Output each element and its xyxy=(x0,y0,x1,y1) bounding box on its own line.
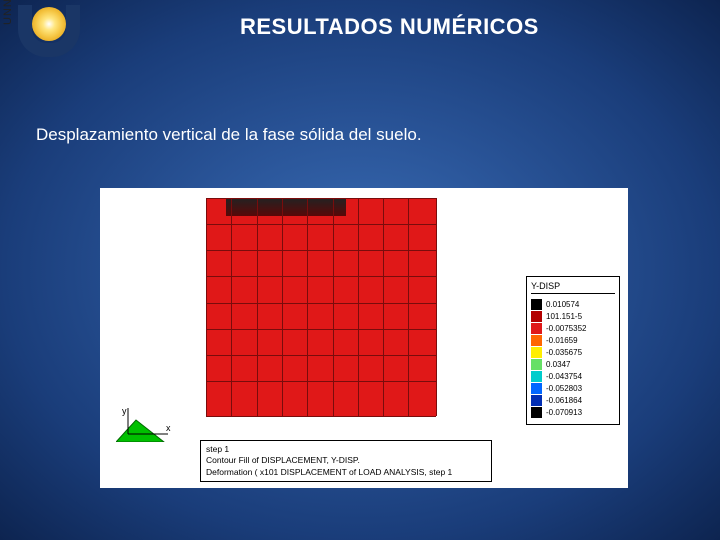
legend-row: -0.01659 xyxy=(531,334,615,346)
legend-swatch xyxy=(531,383,542,394)
grid-line-horizontal xyxy=(206,198,436,199)
legend-value: 0.010574 xyxy=(546,300,579,309)
legend-value: 101.151-5 xyxy=(546,312,582,321)
legend-value: -0.043754 xyxy=(546,372,582,381)
grid-line-horizontal xyxy=(206,224,436,225)
axis-triad: y x xyxy=(116,404,178,442)
grid-line-vertical xyxy=(231,198,232,416)
legend-row: -0.043754 xyxy=(531,370,615,382)
grid-line-vertical xyxy=(333,198,334,416)
legend-row: -0.035675 xyxy=(531,346,615,358)
grid-line-horizontal xyxy=(206,276,436,277)
grid-line-vertical xyxy=(257,198,258,416)
grid-line-vertical xyxy=(436,198,437,416)
page-subtitle: Desplazamiento vertical de la fase sólid… xyxy=(36,125,422,145)
grid-line-vertical xyxy=(206,198,207,416)
grid-line-horizontal xyxy=(206,250,436,251)
grid-line-vertical xyxy=(358,198,359,416)
legend-row: -0.052803 xyxy=(531,382,615,394)
legend-value: -0.061864 xyxy=(546,396,582,405)
legend-value: -0.035675 xyxy=(546,348,582,357)
legend-swatch xyxy=(531,299,542,310)
legend-swatch xyxy=(531,323,542,334)
legend-swatch xyxy=(531,311,542,322)
caption-line-3: Deformation ( x101 DISPLACEMENT of LOAD … xyxy=(206,467,486,478)
grid-line-horizontal xyxy=(206,303,436,304)
grid-line-vertical xyxy=(408,198,409,416)
legend-row: 0.0347 xyxy=(531,358,615,370)
legend-row: -0.0075352 xyxy=(531,322,615,334)
legend-value: -0.070913 xyxy=(546,408,582,417)
caption-line-1: step 1 xyxy=(206,444,486,455)
figure-caption: step 1 Contour Fill of DISPLACEMENT, Y-D… xyxy=(200,440,492,482)
page-title: RESULTADOS NUMÉRICOS xyxy=(240,14,539,40)
legend-swatch xyxy=(531,371,542,382)
legend-row: -0.070913 xyxy=(531,406,615,418)
grid-line-horizontal xyxy=(206,416,436,417)
legend-value: -0.052803 xyxy=(546,384,582,393)
grid-line-vertical xyxy=(383,198,384,416)
grid-line-vertical xyxy=(282,198,283,416)
legend-swatch xyxy=(531,395,542,406)
legend-row: 101.151-5 xyxy=(531,310,615,322)
result-figure: y x Y-DISP 0.010574 101.151-5 -0.0075352 -0… xyxy=(100,188,628,488)
legend-swatch xyxy=(531,407,542,418)
legend-swatch xyxy=(531,359,542,370)
brand-logo xyxy=(18,5,80,57)
contour-plot xyxy=(206,198,436,416)
axis-y-label: y xyxy=(122,406,127,416)
grid-line-horizontal xyxy=(206,381,436,382)
legend-title: Y-DISP xyxy=(531,281,615,294)
logo-sun-icon xyxy=(32,7,66,41)
caption-line-2: Contour Fill of DISPLACEMENT, Y-DISP. xyxy=(206,455,486,466)
legend-value: 0.0347 xyxy=(546,360,570,369)
color-legend: Y-DISP 0.010574 101.151-5 -0.0075352 -0.016… xyxy=(526,276,620,425)
legend-row: 0.010574 xyxy=(531,298,615,310)
grid-line-horizontal xyxy=(206,355,436,356)
legend-value: -0.01659 xyxy=(546,336,578,345)
grid-line-horizontal xyxy=(206,329,436,330)
legend-value: -0.0075352 xyxy=(546,324,586,333)
brand-vertical-text: UNNE xyxy=(2,0,14,25)
grid-line-vertical xyxy=(307,198,308,416)
legend-swatch xyxy=(531,347,542,358)
legend-swatch xyxy=(531,335,542,346)
axis-x-label: x xyxy=(166,423,171,433)
plot-dark-region xyxy=(226,198,346,216)
legend-row: -0.061864 xyxy=(531,394,615,406)
